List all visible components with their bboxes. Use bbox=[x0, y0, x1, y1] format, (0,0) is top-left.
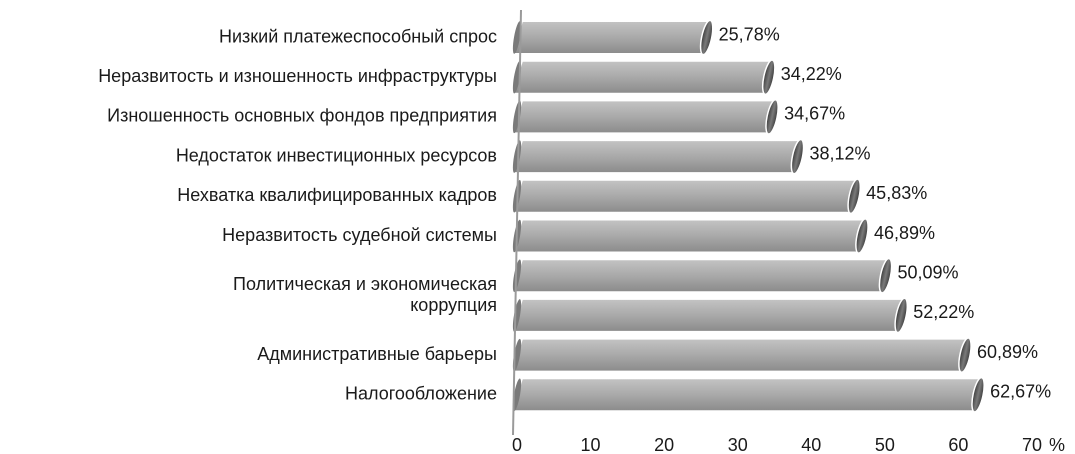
x-tick-label: 70 bbox=[1022, 435, 1042, 454]
value-label: 52,22% bbox=[913, 302, 974, 322]
category-label: Недостаток инвестиционных ресурсов bbox=[176, 145, 497, 165]
value-label: 34,22% bbox=[781, 64, 842, 84]
x-unit-label: % bbox=[1049, 435, 1065, 454]
bar-body bbox=[510, 337, 972, 373]
bar-body bbox=[510, 377, 985, 413]
bar-end-cap bbox=[699, 19, 714, 56]
bar bbox=[510, 257, 893, 294]
bar bbox=[510, 337, 972, 373]
bar-body bbox=[510, 218, 869, 254]
category-label: Административные барьеры bbox=[257, 344, 497, 364]
bars-group bbox=[510, 19, 985, 413]
bar bbox=[510, 178, 862, 215]
bar bbox=[510, 138, 805, 175]
bar-end-cap bbox=[761, 59, 776, 96]
value-labels: 25,78%34,22% 34,67% 38,12% 45,83% 46,89% 50,0… bbox=[719, 24, 1051, 401]
bar bbox=[510, 59, 776, 96]
category-label: Налогообложение bbox=[345, 384, 497, 404]
x-tick-label: 40 bbox=[801, 435, 821, 454]
bar-start-cap bbox=[512, 378, 522, 412]
x-tick-label: 20 bbox=[654, 435, 674, 454]
bar-body bbox=[510, 20, 714, 55]
value-label: 60,89% bbox=[977, 342, 1038, 362]
category-labels: Низкий платежеспособный спрос Неразвитост… bbox=[98, 26, 497, 403]
value-label: 38,12% bbox=[809, 143, 870, 163]
x-axis: 0 10 20 30 40 50 60 70% bbox=[512, 9, 1065, 454]
category-label: Неразвитость и изношенность инфраструкту… bbox=[98, 66, 497, 86]
bar-body bbox=[510, 178, 861, 214]
bar bbox=[510, 376, 985, 413]
category-label: Низкий платежеспособный спрос bbox=[219, 26, 497, 46]
bar-end-cap bbox=[790, 138, 805, 175]
bar bbox=[510, 19, 714, 56]
bar-end-cap bbox=[855, 218, 869, 254]
bar-body bbox=[510, 99, 779, 135]
bar-body bbox=[510, 139, 804, 175]
category-label: Изношенность основных фондов предприятия bbox=[107, 106, 497, 126]
category-label: Неразвитость судебной системы bbox=[222, 225, 497, 245]
value-label: 50,09% bbox=[898, 262, 959, 282]
bar-end-cap bbox=[765, 99, 779, 135]
category-label: Политическая и экономическая bbox=[233, 274, 497, 294]
bar bbox=[510, 218, 869, 254]
y-axis-line bbox=[512, 9, 522, 436]
category-label: Нехватка квалифицированных кадров bbox=[177, 185, 497, 205]
bar bbox=[510, 297, 909, 334]
bar bbox=[510, 99, 779, 135]
bar-end-cap bbox=[958, 337, 972, 373]
x-tick-label: 30 bbox=[728, 435, 748, 454]
bar-body bbox=[510, 297, 908, 333]
x-tick-label: 50 bbox=[875, 435, 895, 454]
value-label: 34,67% bbox=[784, 104, 845, 124]
x-tick-label: 10 bbox=[581, 435, 601, 454]
bar-body bbox=[510, 258, 892, 294]
category-label: коррупция bbox=[410, 295, 497, 315]
bar-end-cap bbox=[971, 376, 985, 413]
x-tick-label: 60 bbox=[948, 435, 968, 454]
value-label: 46,89% bbox=[874, 223, 935, 243]
value-label: 45,83% bbox=[866, 183, 927, 203]
value-label: 25,78% bbox=[719, 24, 780, 44]
bar-body bbox=[510, 59, 776, 95]
bar-start-cap bbox=[512, 21, 522, 54]
bar-end-cap bbox=[847, 178, 862, 215]
x-tick-label: 0 bbox=[512, 435, 522, 454]
bar-end-cap bbox=[894, 297, 909, 334]
value-label: 62,67% bbox=[990, 382, 1051, 402]
bar-end-cap bbox=[878, 257, 893, 294]
